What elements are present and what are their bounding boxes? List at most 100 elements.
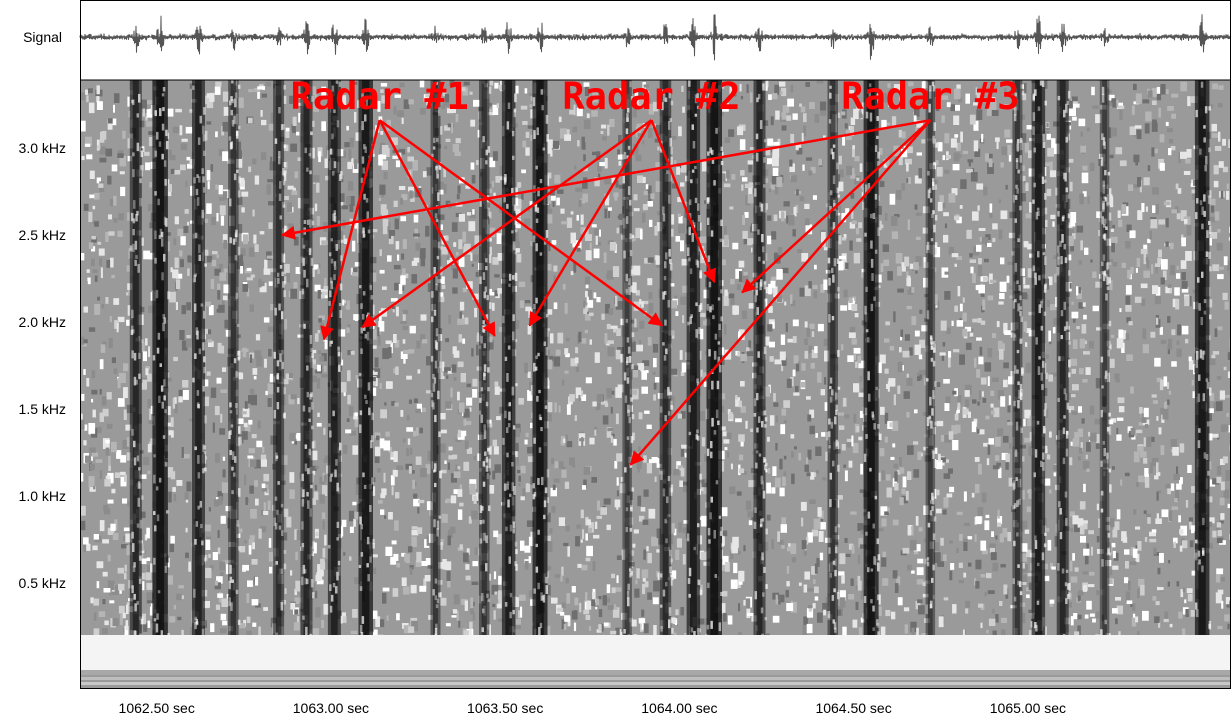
noise-speck: [248, 247, 255, 257]
noise-speck: [473, 456, 476, 461]
noise-speck: [309, 86, 317, 96]
noise-speck: [1137, 210, 1143, 220]
noise-speck: [626, 495, 630, 503]
noise-speck: [99, 157, 107, 163]
noise-speck: [570, 211, 574, 215]
noise-speck: [839, 553, 846, 565]
noise-speck: [823, 338, 829, 346]
noise-speck: [1223, 489, 1230, 499]
noise-speck: [427, 565, 433, 569]
noise-speck: [1022, 564, 1029, 573]
noise-speck: [701, 161, 708, 172]
noise-speck: [621, 235, 625, 240]
noise-speck: [408, 349, 415, 354]
noise-speck: [285, 272, 291, 283]
noise-speck: [210, 279, 215, 289]
noise-speck: [248, 166, 252, 173]
noise-speck: [1145, 111, 1152, 122]
noise-speck: [323, 458, 331, 463]
noise-speck: [494, 290, 498, 297]
noise-speck: [627, 371, 634, 380]
noise-speck: [840, 597, 846, 608]
noise-speck: [203, 524, 211, 532]
noise-speck: [489, 184, 494, 188]
noise-speck: [803, 125, 807, 137]
noise-speck: [286, 516, 292, 528]
noise-speck: [860, 617, 865, 623]
noise-speck: [814, 563, 818, 574]
noise-speck: [1078, 456, 1081, 461]
noise-speck: [248, 117, 253, 124]
noise-speck: [1155, 204, 1159, 215]
noise-speck: [438, 328, 443, 335]
noise-speck: [527, 390, 533, 401]
noise-speck: [215, 81, 222, 87]
noise-speck: [90, 597, 94, 604]
noise-speck: [88, 211, 93, 222]
noise-speck: [127, 96, 130, 107]
noise-speck: [1080, 145, 1087, 153]
noise-speck: [592, 561, 596, 571]
noise-speck: [740, 406, 746, 413]
noise-speck: [234, 523, 240, 534]
noise-speck: [797, 249, 803, 253]
noise-speck: [1013, 274, 1018, 286]
noise-speck: [1209, 236, 1212, 246]
noise-speck: [699, 312, 706, 317]
noise-speck: [577, 563, 582, 568]
noise-speck: [372, 371, 378, 375]
noise-speck: [1181, 272, 1186, 281]
noise-speck: [781, 87, 787, 97]
noise-speck: [1130, 266, 1134, 274]
noise-speck: [246, 630, 252, 637]
noise-speck: [524, 545, 531, 553]
noise-speck: [903, 607, 910, 612]
noise-speck: [888, 378, 896, 387]
noise-speck: [944, 133, 950, 144]
noise-speck: [394, 94, 401, 98]
noise-speck: [1084, 247, 1089, 255]
noise-speck: [481, 553, 489, 561]
noise-speck: [1027, 573, 1035, 577]
noise-speck: [806, 396, 811, 400]
noise-speck: [252, 622, 257, 627]
noise-speck: [400, 320, 407, 325]
noise-speck: [497, 590, 504, 600]
noise-speck: [852, 443, 859, 454]
noise-speck: [578, 395, 581, 401]
noise-speck: [1047, 147, 1054, 157]
noise-speck: [281, 455, 288, 465]
noise-speck: [434, 127, 439, 137]
noise-speck: [880, 406, 885, 415]
noise-speck: [1137, 541, 1142, 551]
noise-speck: [987, 590, 995, 595]
noise-speck: [636, 344, 643, 352]
noise-speck: [604, 177, 611, 185]
noise-speck: [170, 267, 173, 273]
noise-speck: [677, 197, 682, 203]
noise-speck: [767, 436, 770, 442]
noise-speck: [1098, 518, 1101, 528]
noise-speck: [922, 206, 930, 214]
noise-speck: [619, 225, 624, 234]
noise-speck: [128, 290, 131, 296]
noise-speck: [889, 193, 896, 205]
noise-speck: [322, 291, 328, 296]
noise-speck: [446, 375, 449, 379]
noise-speck: [94, 275, 98, 282]
noise-speck: [1103, 471, 1106, 476]
noise-speck: [569, 109, 576, 115]
noise-speck: [1082, 584, 1087, 592]
noise-speck: [1168, 338, 1173, 350]
noise-speck: [1125, 591, 1131, 603]
noise-speck: [291, 190, 298, 196]
noise-speck: [878, 433, 882, 441]
noise-speck: [1171, 329, 1176, 336]
noise-speck: [411, 530, 419, 536]
noise-speck: [647, 278, 653, 286]
noise-speck: [1066, 601, 1072, 608]
noise-speck: [651, 536, 659, 547]
noise-speck: [1186, 149, 1192, 158]
noise-speck: [1077, 614, 1082, 620]
noise-speck: [455, 438, 462, 442]
